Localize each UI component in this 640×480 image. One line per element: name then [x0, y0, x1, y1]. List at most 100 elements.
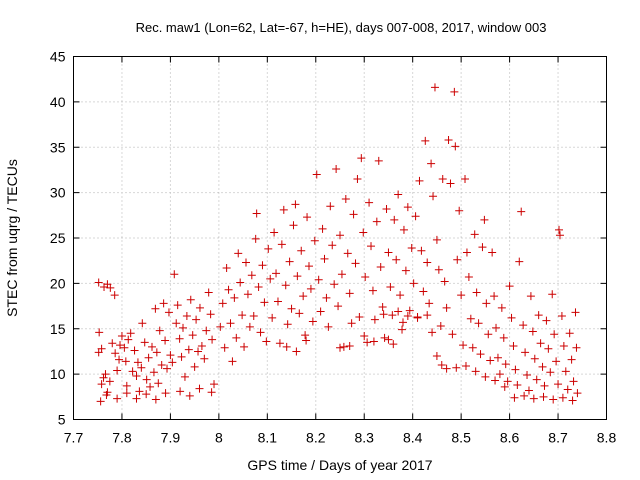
data-point	[376, 263, 385, 272]
data-point	[478, 243, 487, 252]
data-point	[495, 370, 504, 379]
data-point	[345, 289, 354, 298]
data-point	[542, 316, 551, 325]
data-point	[216, 322, 225, 331]
data-point	[440, 277, 449, 286]
data-point	[361, 273, 370, 282]
chart-title: Rec. maw1 (Lon=62, Lat=-67, h=HE), days …	[136, 20, 547, 35]
data-point	[343, 249, 352, 258]
data-point	[500, 382, 509, 391]
data-point	[484, 330, 493, 339]
data-point	[534, 311, 543, 320]
data-point	[251, 234, 260, 243]
data-point	[188, 331, 197, 340]
data-point	[243, 290, 252, 299]
data-point	[285, 257, 294, 266]
data-point	[120, 343, 129, 352]
data-point	[398, 318, 407, 327]
data-point	[401, 266, 410, 275]
data-point	[523, 371, 532, 380]
data-point	[363, 338, 372, 347]
data-point	[260, 298, 269, 307]
data-point	[249, 312, 258, 321]
data-point	[524, 386, 533, 395]
data-point	[204, 288, 213, 297]
x-axis-label: GPS time / Days of year 2017	[247, 457, 432, 473]
data-point	[501, 360, 510, 369]
data-point	[207, 388, 216, 397]
data-point	[238, 311, 247, 320]
data-point	[128, 367, 137, 376]
data-point	[94, 278, 103, 287]
data-point	[499, 333, 508, 342]
y-tick-label: 35	[50, 139, 66, 155]
data-point	[432, 351, 441, 360]
data-point	[293, 272, 302, 281]
data-point	[561, 367, 570, 376]
data-point	[464, 273, 473, 282]
data-point	[568, 396, 577, 405]
x-tick-label: 8	[215, 430, 223, 446]
data-point	[471, 367, 480, 376]
data-point	[266, 274, 275, 283]
data-point	[411, 212, 420, 221]
data-point	[195, 303, 204, 312]
data-point	[565, 329, 574, 338]
data-point	[151, 395, 160, 404]
data-point	[413, 313, 422, 322]
data-point	[101, 370, 110, 379]
data-point	[210, 380, 219, 389]
data-point	[451, 142, 460, 151]
data-point	[97, 344, 106, 353]
data-point	[437, 361, 446, 370]
data-point	[337, 270, 346, 279]
data-point	[133, 358, 142, 367]
data-point	[394, 190, 403, 199]
data-point	[264, 244, 273, 253]
data-point	[208, 335, 217, 344]
grid-lines	[73, 56, 607, 420]
data-point	[407, 243, 416, 252]
data-point	[349, 210, 358, 219]
data-point	[472, 288, 481, 297]
data-point	[432, 235, 441, 244]
x-tick-label: 8.2	[306, 430, 326, 446]
data-point	[558, 393, 567, 402]
data-point	[230, 293, 239, 302]
data-point	[113, 366, 122, 375]
data-point	[423, 311, 432, 320]
data-point	[427, 159, 436, 168]
data-point	[99, 373, 108, 382]
data-point	[505, 282, 514, 291]
data-point	[341, 194, 350, 203]
x-tick-label: 7.7	[64, 430, 84, 446]
data-point	[224, 285, 233, 294]
data-point	[308, 317, 317, 326]
data-point	[163, 364, 172, 373]
data-point	[399, 225, 408, 234]
data-point	[388, 311, 397, 320]
data-point	[232, 333, 241, 342]
data-point	[569, 377, 578, 386]
data-point	[462, 248, 471, 257]
data-point	[374, 156, 383, 165]
data-point	[370, 315, 379, 324]
data-point	[434, 265, 443, 274]
data-point	[488, 248, 497, 257]
data-point	[481, 372, 490, 381]
data-point	[206, 310, 215, 319]
data-point	[122, 389, 131, 398]
data-point	[461, 175, 470, 184]
x-tick-labels: 7.7 7.8 7.9 8 8.1 8.2 8.3 8.4 8.5 8.6 8.7 8.8	[64, 430, 617, 446]
y-tick-label: 10	[50, 366, 66, 382]
data-point	[468, 343, 477, 352]
data-point	[256, 328, 265, 337]
data-point	[555, 231, 564, 240]
data-point	[302, 336, 311, 345]
y-tick-label: 45	[50, 49, 66, 65]
data-point	[476, 350, 485, 359]
data-point	[247, 271, 256, 280]
data-point	[403, 203, 412, 212]
data-points	[94, 83, 582, 406]
data-point	[330, 280, 339, 289]
